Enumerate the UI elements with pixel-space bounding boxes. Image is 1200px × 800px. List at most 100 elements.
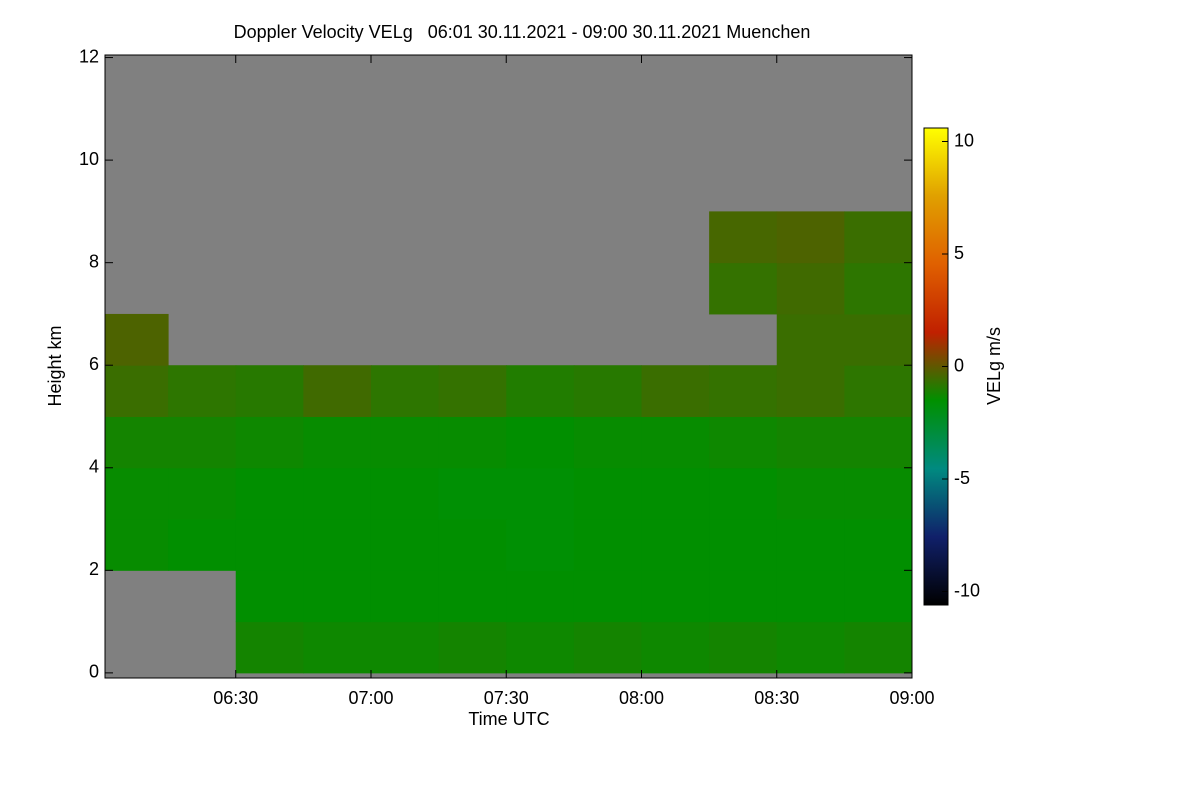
colorbar-tick-label: 0 [954,355,964,375]
heatmap-cell [573,519,642,571]
colorbar-tick-label: -5 [954,468,970,488]
heatmap-cell [168,467,237,520]
heatmap-cell [105,416,169,469]
heatmap-cell [709,365,778,417]
y-axis-label: Height km [45,325,65,406]
heatmap-cell [506,570,575,623]
heatmap-cell [709,570,778,623]
heatmap-cell [776,467,845,520]
heatmap-cell [506,519,575,571]
heatmap-cell [506,416,575,469]
heatmap-cell [370,365,440,417]
heatmap-cell [438,467,507,520]
heatmap-cell [641,621,710,674]
heatmap-cell [506,365,575,417]
y-tick-label: 6 [89,354,99,374]
heatmap-cell [370,621,440,674]
heatmap-cell [844,313,912,366]
heatmap-cell [844,570,912,623]
heatmap-cell [168,416,237,469]
x-tick-label: 07:30 [484,688,529,708]
heatmap-cell [709,467,778,520]
heatmap-cell [776,262,845,315]
heatmap-cell [303,621,372,674]
heatmap-cell [844,262,912,315]
heatmap-cell [573,570,642,623]
heatmap-cell [709,519,778,571]
heatmap-cell [709,262,778,315]
heatmap-cell [303,570,372,623]
heatmap-cell [776,621,845,674]
heatmap-cell [438,365,507,417]
heatmap-cell [370,416,440,469]
heatmap-cell [370,519,440,571]
heatmap-cell [844,621,912,674]
heatmap-cell [573,621,642,674]
plot-frame [104,54,913,679]
heatmap-cell [776,416,845,469]
heatmap-cell [303,365,372,417]
heatmap-cell [303,416,372,469]
heatmap-cell [506,467,575,520]
heatmap-cell [235,416,304,469]
heatmap-cell [641,365,710,417]
heatmap-cells [105,211,912,674]
heatmap-cell [709,211,778,264]
heatmap-cell [506,621,575,674]
heatmap-cell [438,519,507,571]
x-tick-label: 07:00 [348,688,393,708]
colorbar-tick-label: 5 [954,243,964,263]
heatmap-cell [709,621,778,674]
heatmap-cell [303,519,372,571]
heatmap-cell [709,416,778,469]
heatmap-cell [844,211,912,264]
y-tick-label: 12 [79,46,99,66]
x-tick-label: 09:00 [889,688,934,708]
x-tick-label: 06:30 [213,688,258,708]
heatmap-cell [844,365,912,417]
heatmap-cell [641,570,710,623]
heatmap-cell [641,467,710,520]
heatmap-cell [641,519,710,571]
x-axis-label: Time UTC [468,709,549,729]
heatmap-cell [573,365,642,417]
heatmap-cell [370,570,440,623]
heatmap-cell [776,211,845,264]
heatmap-cell [235,467,304,520]
heatmap-cell [438,416,507,469]
heatmap-cell [844,519,912,571]
heatmap-cell [235,621,304,674]
heatmap-cell [844,416,912,469]
x-tick-label: 08:30 [754,688,799,708]
colorbar-tick-label: -10 [954,580,980,600]
heatmap-cell [370,467,440,520]
heatmap-cell [168,519,237,571]
heatmap-cell [235,365,304,417]
colorbar-label: VELg m/s [984,327,1004,405]
y-tick-label: 0 [89,662,99,682]
heatmap-cell [168,365,237,417]
heatmap-cell [235,570,304,623]
heatmap-cell [105,467,169,520]
heatmap-cell [105,313,169,366]
chart-title: Doppler Velocity VELg 06:01 30.11.2021 -… [234,22,811,42]
heatmap-cell [573,467,642,520]
heatmap-cell [776,313,845,366]
x-tick-label: 08:00 [619,688,664,708]
y-tick-label: 10 [79,149,99,169]
colorbar-tick-label: 10 [954,130,974,150]
heatmap-cell [776,570,845,623]
y-tick-label: 8 [89,251,99,271]
heatmap-cell [235,519,304,571]
heatmap-cell [776,365,845,417]
heatmap-cell [438,570,507,623]
heatmap-cell [573,416,642,469]
heatmap-cell [105,365,169,417]
heatmap-cell [844,467,912,520]
heatmap-cell [303,467,372,520]
heatmap-cell [105,519,169,571]
y-tick-label: 4 [89,457,99,477]
heatmap-cell [776,519,845,571]
heatmap-cell [438,621,507,674]
